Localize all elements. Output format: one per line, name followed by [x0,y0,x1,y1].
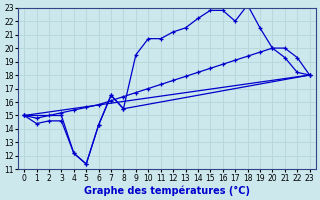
X-axis label: Graphe des températures (°C): Graphe des températures (°C) [84,185,250,196]
